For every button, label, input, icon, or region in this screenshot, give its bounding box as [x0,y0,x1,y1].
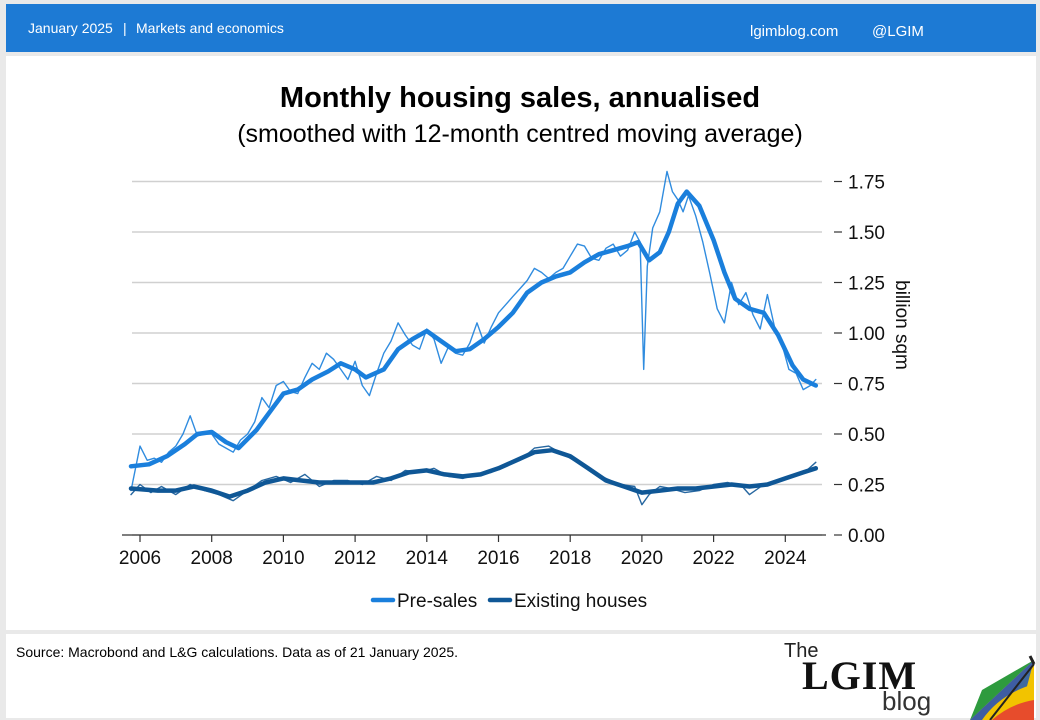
existing-houses-series-thick [128,447,819,499]
umbrella-icon [970,655,1036,720]
x-tick-label: 2008 [191,548,233,569]
x-tick-label: 2022 [692,548,734,569]
header-bar: January 2025 | Markets and economics lgi… [6,4,1036,52]
legend-label: Pre-sales [397,591,477,612]
x-tick-label: 2012 [334,548,376,569]
logo-blog: blog [882,686,932,716]
x-tick-label: 2010 [262,548,304,569]
presales-series-thin [130,170,817,492]
x-tick-label: 2018 [549,548,591,569]
legend-label: Existing houses [514,591,647,612]
line-chart: 0.00 0.25 0.50 0.75 1.00 1.25 1.50 1.75 2006 2008… [119,170,912,612]
logo-lgim: LGIM [802,653,918,698]
footer-panel [6,634,1036,718]
y-tick-label: 0.25 [848,476,885,497]
presales-series-thick [128,189,819,469]
logo-the: The [784,640,819,662]
y-tick-label: 0.75 [848,375,885,396]
y-tick-label: 1.75 [848,173,885,194]
y-tick-label: 1.00 [848,324,885,345]
chart-subtitle: (smoothed with 12-month centred moving a… [237,120,803,148]
x-tick-label: 2016 [477,548,519,569]
site-link[interactable]: lgimblog.com [750,23,839,40]
x-tick-label: 2014 [406,548,449,569]
x-tick-label: 2006 [119,548,161,569]
y-axis-label: billion sqm [891,280,912,370]
x-tick-label: 2024 [764,548,807,569]
x-tick-label: 2020 [621,548,663,569]
header-category[interactable]: Markets and economics [136,20,284,36]
y-tick-label: 1.50 [848,223,885,244]
y-tick-label: 0.50 [848,425,885,446]
lgim-blog-logo[interactable]: The LGIM blog [780,640,1040,720]
y-tick-label: 0.00 [848,526,885,547]
y-tick-label: 1.25 [848,274,885,295]
header-separator: | [123,20,127,36]
twitter-handle-link[interactable]: @LGIM [872,23,924,40]
header-date: January 2025 [28,20,113,36]
chart-title: Monthly housing sales, annualised [279,82,761,114]
source-note: Source: Macrobond and L&G calculations. … [16,644,459,660]
